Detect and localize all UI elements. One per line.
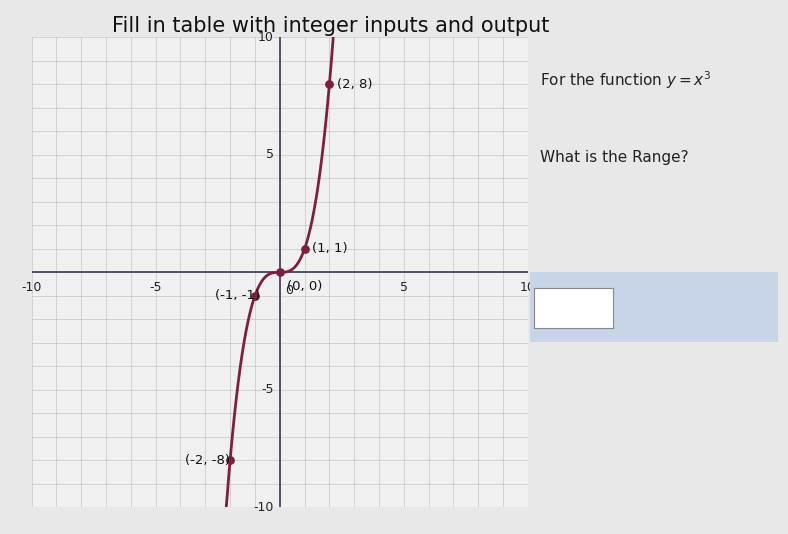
Point [323, 80, 336, 89]
Point [298, 245, 310, 253]
Text: -5: -5 [150, 280, 162, 294]
Text: 5: 5 [400, 280, 408, 294]
Text: 10: 10 [258, 31, 273, 44]
Text: What is the Range?: What is the Range? [540, 150, 689, 164]
Text: (0, 0): (0, 0) [287, 280, 322, 293]
Point [249, 292, 262, 300]
Text: 0: 0 [284, 284, 292, 297]
Text: For the function $y = x^3$: For the function $y = x^3$ [540, 69, 712, 91]
Text: 10: 10 [520, 280, 536, 294]
Text: -5: -5 [261, 383, 273, 396]
Text: (-2, -8): (-2, -8) [185, 454, 230, 467]
Point [224, 456, 236, 465]
Text: (2, 8): (2, 8) [336, 78, 373, 91]
Text: -10: -10 [21, 280, 42, 294]
Text: (1, 1): (1, 1) [312, 242, 348, 255]
Point [273, 268, 286, 277]
Text: (-1, -1): (-1, -1) [215, 289, 260, 302]
Text: -10: -10 [253, 501, 273, 514]
Text: Fill in table with integer inputs and output: Fill in table with integer inputs and ou… [112, 16, 550, 36]
Text: 5: 5 [266, 148, 273, 161]
